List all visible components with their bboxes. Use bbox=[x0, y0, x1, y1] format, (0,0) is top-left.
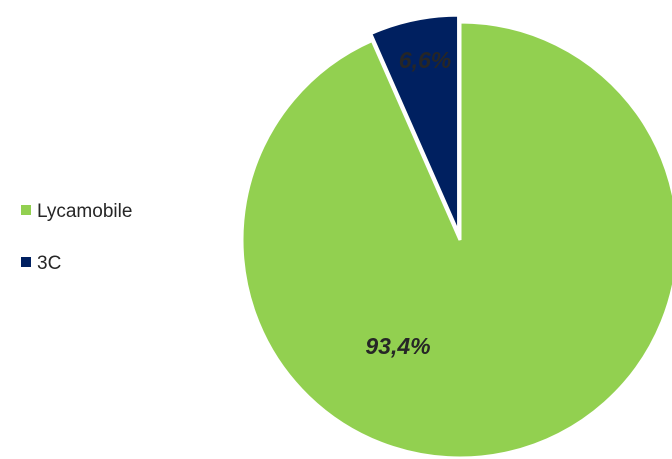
legend: Lycamobile 3C bbox=[21, 201, 132, 274]
legend-swatch-3c bbox=[21, 257, 31, 267]
data-label-3c: 6,6% bbox=[399, 47, 451, 73]
legend-item-3c: 3C bbox=[21, 253, 61, 274]
pie-slice-lycamobile bbox=[240, 20, 672, 459]
data-labels: 93,4% 6,6% bbox=[365, 47, 451, 359]
legend-swatch-lycamobile bbox=[21, 205, 31, 215]
legend-item-lycamobile: Lycamobile bbox=[21, 201, 132, 222]
pie-slice-3c bbox=[368, 13, 461, 234]
pie-slices bbox=[240, 13, 672, 459]
legend-label-3c: 3C bbox=[37, 253, 61, 274]
data-label-lycamobile: 93,4% bbox=[365, 333, 430, 359]
legend-label-lycamobile: Lycamobile bbox=[37, 201, 132, 222]
